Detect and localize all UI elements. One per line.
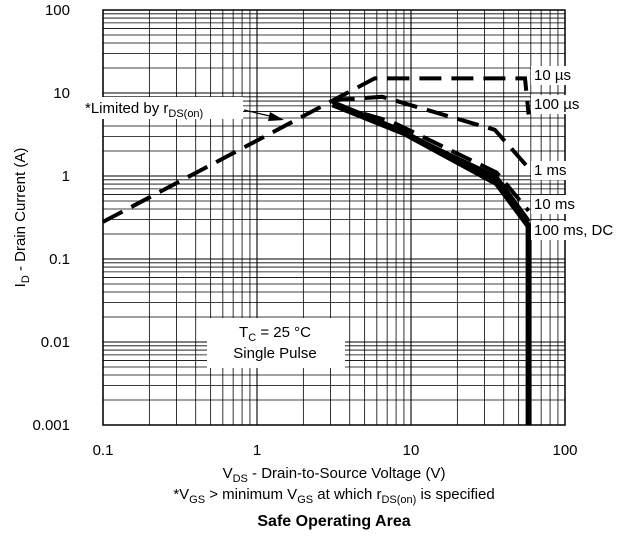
plot-frame: [102, 9, 566, 426]
x-tick-labels: 0.1 1 10 100: [93, 442, 578, 459]
series-label: 100 µs: [534, 96, 579, 113]
series-label-bg: [531, 161, 572, 180]
series-labels: 10 µs 100 µs 1 ms 10 ms 100 ms, DC: [531, 66, 623, 240]
limit-arrowhead: [268, 112, 284, 121]
series-label: 10 ms: [534, 196, 575, 213]
x-tick-label: 1: [253, 442, 261, 459]
x-axis-label: VDS - Drain-to-Source Voltage (V): [223, 465, 446, 485]
y-tick-labels: 0.001 0.01 0.1 1 10 100: [32, 2, 70, 434]
x-tick-label: 100: [552, 442, 577, 459]
series-label-bg: [531, 221, 623, 240]
conditions-box: [207, 318, 345, 368]
y-tick-label: 1: [62, 168, 70, 185]
series-line-5: [332, 103, 530, 221]
y-axis-label: ID - Drain Current (A): [12, 148, 32, 288]
x-tick-label: 10: [403, 442, 420, 459]
y-tick-label: 0.01: [41, 334, 70, 351]
series-label: 1 ms: [534, 162, 567, 179]
series-line-4: [331, 101, 532, 425]
chart-title: Safe Operating Area: [257, 513, 410, 530]
series-label: 10 µs: [534, 67, 571, 84]
y-tick-label: 0.1: [49, 251, 70, 268]
series-label-bg: [531, 195, 580, 214]
series-line-3: [331, 100, 531, 224]
series-line-2: [332, 102, 531, 213]
series-label-bg: [531, 66, 580, 85]
limit-annotation: *Limited by rDS(on): [85, 100, 203, 120]
x-tick-label: 0.1: [93, 442, 114, 459]
y-tick-label: 100: [45, 2, 70, 19]
series-lines: [102, 76, 532, 425]
series-line-1: [332, 94, 531, 170]
y-tick-label: 10: [53, 85, 70, 102]
conditions-pulse: Single Pulse: [233, 345, 316, 362]
series-label: 100 ms, DC: [534, 222, 613, 239]
y-tick-label: 0.001: [32, 417, 70, 434]
series-label-bg: [531, 95, 589, 114]
limit-arrow: [243, 109, 275, 118]
conditions-temp: TC = 25 °C: [239, 324, 311, 344]
limit-annotation-bg: [83, 97, 243, 119]
footnote: *VGS > minimum VGS at which rDS(on) is s…: [173, 486, 494, 506]
